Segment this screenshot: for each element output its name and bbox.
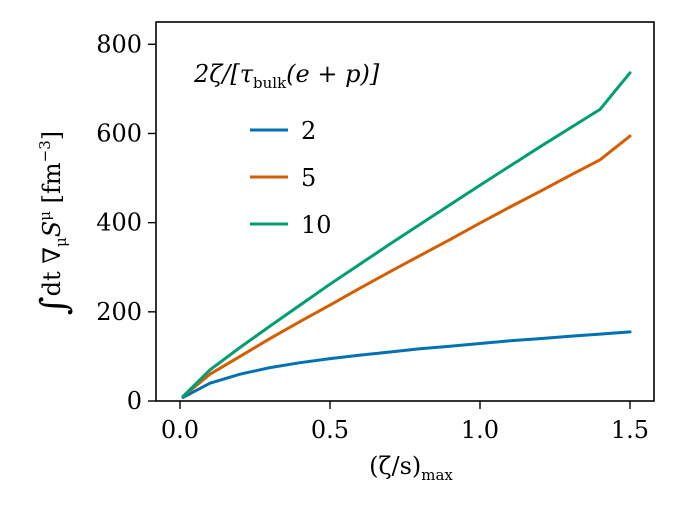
x-tick-label: 1.5 bbox=[611, 416, 649, 444]
y-tick-label: 200 bbox=[96, 298, 142, 326]
x-tick-label: 0.0 bbox=[161, 416, 199, 444]
y-tick-label: 0 bbox=[127, 387, 142, 415]
x-tick-label: 0.5 bbox=[311, 416, 349, 444]
series-lines bbox=[181, 71, 632, 399]
x-tick-label: 1.0 bbox=[461, 416, 499, 444]
series-line-10 bbox=[181, 71, 632, 398]
y-tick-label: 800 bbox=[96, 30, 142, 58]
y-axis-label: ∫dt ∇μSμ [fm−3] bbox=[34, 131, 75, 315]
legend-title: 2ζ/[τbulk(e + p)] bbox=[193, 60, 380, 92]
x-axis-ticks: 0.0 0.5 1.0 1.5 bbox=[161, 401, 649, 444]
legend-label-2: 2 bbox=[301, 117, 316, 145]
y-tick-label: 400 bbox=[96, 209, 142, 237]
x-axis-label: (ζ/s)max bbox=[369, 452, 453, 484]
legend-label-5: 5 bbox=[301, 164, 316, 192]
y-tick-label: 600 bbox=[96, 119, 142, 147]
plot-frame bbox=[155, 21, 655, 402]
legend: 2ζ/[τbulk(e + p)] 2 5 10 bbox=[193, 60, 380, 239]
series-line-2 bbox=[181, 330, 632, 399]
legend-label-10: 10 bbox=[301, 211, 332, 239]
series-line-5 bbox=[181, 134, 632, 398]
y-axis-ticks: 0 200 400 600 800 bbox=[96, 30, 156, 415]
